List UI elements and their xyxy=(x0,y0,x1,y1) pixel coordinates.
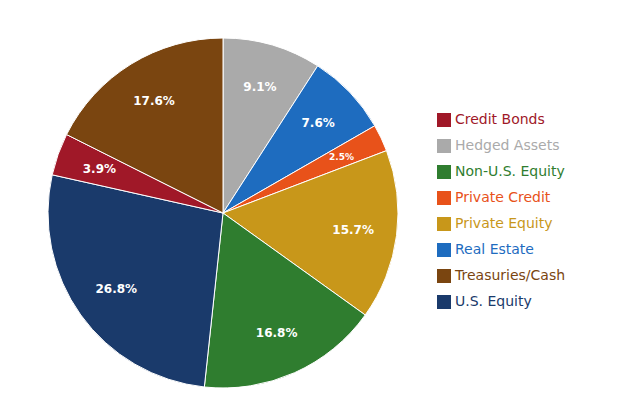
svg-text:9.1%: 9.1% xyxy=(243,80,276,94)
svg-text:16.8%: 16.8% xyxy=(256,326,298,340)
svg-text:26.8%: 26.8% xyxy=(96,282,138,296)
html-text:Real Estate: Real Estate xyxy=(455,241,534,257)
html-text:Private Equity: Private Equity xyxy=(455,215,553,231)
html-text:Treasuries/Cash: Treasuries/Cash xyxy=(455,267,566,283)
html-text:Private Credit: Private Credit xyxy=(455,189,551,205)
svg-text:3.9%: 3.9% xyxy=(83,162,116,176)
html-text:U.S. Equity: U.S. Equity xyxy=(455,293,532,309)
svg-text:7.6%: 7.6% xyxy=(301,116,334,130)
svg-text:15.7%: 15.7% xyxy=(332,223,374,237)
html-text:Hedged Assets: Hedged Assets xyxy=(455,137,560,153)
html-text:Non-U.S. Equity: Non-U.S. Equity xyxy=(455,163,565,179)
html-text:Credit Bonds: Credit Bonds xyxy=(455,111,545,127)
svg-text:17.6%: 17.6% xyxy=(133,94,175,108)
svg-text:2.5%: 2.5% xyxy=(329,152,354,162)
